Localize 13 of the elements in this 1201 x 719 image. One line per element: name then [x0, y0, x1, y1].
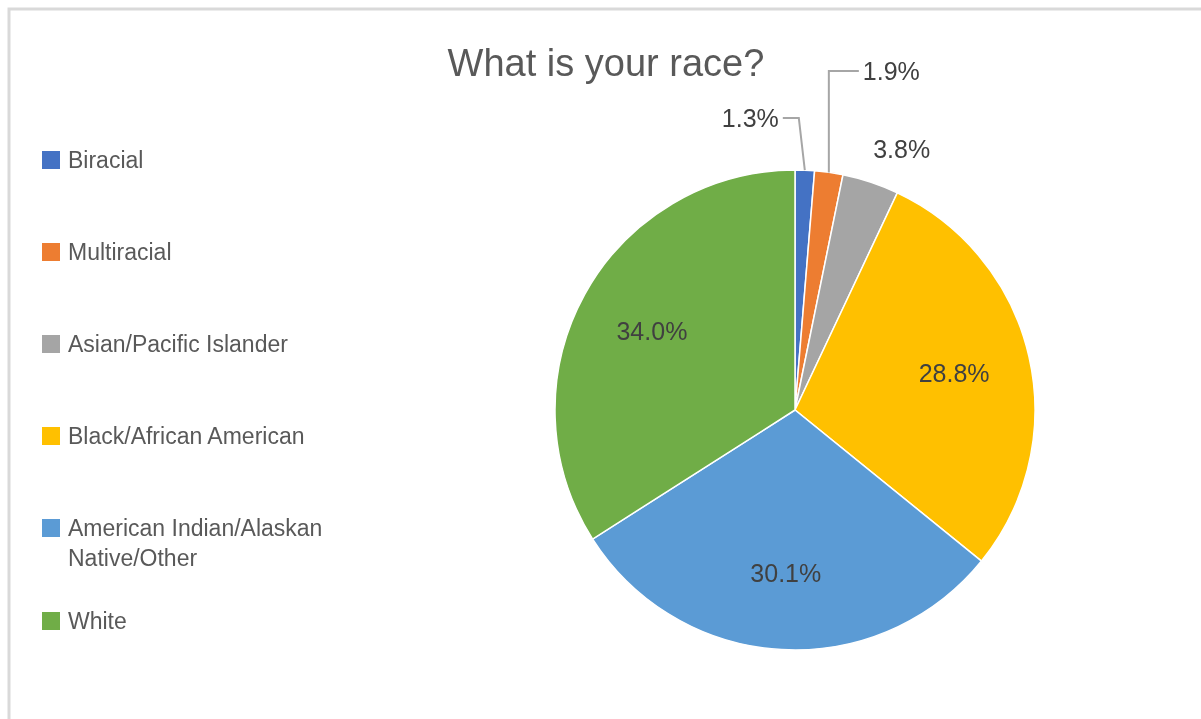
data-label: 34.0% — [616, 317, 688, 346]
legend-label: Multiracial — [68, 239, 172, 266]
data-label: 30.1% — [750, 558, 822, 587]
chart-title: What is your race? — [447, 42, 765, 84]
data-label: 1.3% — [721, 103, 779, 132]
data-label: 28.8% — [918, 359, 990, 388]
legend-label: White — [68, 608, 127, 635]
legend-label: American Indian/Alaskan Native/Other — [68, 515, 323, 571]
data-label: 3.8% — [873, 134, 931, 163]
legend-label: Black/African American — [68, 423, 305, 450]
data-label: 1.9% — [862, 56, 920, 85]
legend-label: Biracial — [68, 147, 144, 174]
legend-label: Asian/Pacific Islander — [68, 331, 289, 358]
